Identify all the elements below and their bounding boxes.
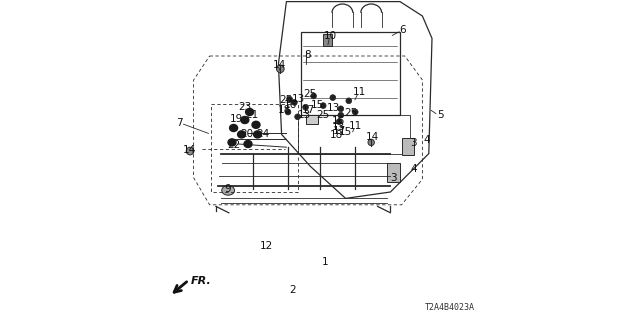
Text: 2: 2 — [289, 284, 296, 295]
Circle shape — [295, 114, 301, 120]
Text: 11: 11 — [353, 87, 365, 97]
Text: 25: 25 — [345, 108, 358, 118]
Text: T2A4B4023A: T2A4B4023A — [425, 303, 475, 312]
Text: 12: 12 — [260, 241, 273, 251]
Text: 4: 4 — [410, 164, 417, 174]
Circle shape — [321, 103, 326, 108]
Text: 3: 3 — [410, 138, 417, 148]
Ellipse shape — [244, 140, 252, 148]
Text: 17: 17 — [302, 105, 316, 115]
Circle shape — [311, 93, 317, 99]
Circle shape — [346, 98, 352, 104]
Circle shape — [338, 112, 344, 118]
Ellipse shape — [241, 116, 249, 124]
Text: 13: 13 — [292, 93, 305, 104]
Text: 17: 17 — [333, 125, 346, 136]
Text: 22: 22 — [228, 140, 241, 150]
Text: 15: 15 — [311, 100, 324, 110]
Circle shape — [337, 119, 342, 124]
Text: 7: 7 — [176, 117, 182, 128]
Circle shape — [292, 100, 297, 105]
Bar — [402, 138, 415, 155]
Circle shape — [330, 95, 336, 100]
Text: 14: 14 — [273, 60, 285, 70]
Ellipse shape — [253, 131, 262, 138]
Text: 19: 19 — [230, 114, 243, 124]
Text: 25: 25 — [303, 89, 316, 99]
Ellipse shape — [230, 124, 237, 132]
Text: 9: 9 — [225, 184, 232, 194]
Text: 25: 25 — [316, 109, 329, 120]
Text: 18: 18 — [278, 105, 291, 115]
Text: 3: 3 — [390, 172, 397, 183]
Text: 10: 10 — [324, 31, 337, 41]
Bar — [306, 115, 319, 124]
Text: 25: 25 — [279, 95, 292, 105]
Text: 14: 14 — [183, 145, 196, 155]
Text: 23: 23 — [238, 101, 252, 112]
Circle shape — [285, 109, 291, 115]
Text: 13: 13 — [298, 109, 310, 120]
Text: 18: 18 — [330, 130, 343, 140]
Circle shape — [287, 96, 292, 102]
Text: 24: 24 — [257, 129, 269, 139]
Text: FR.: FR. — [191, 276, 211, 286]
Text: 4: 4 — [423, 135, 430, 145]
Text: 14: 14 — [365, 132, 379, 142]
Circle shape — [303, 104, 308, 110]
Text: 6: 6 — [399, 25, 406, 35]
Text: 20: 20 — [241, 129, 253, 139]
Bar — [301, 32, 400, 115]
Text: 8: 8 — [305, 50, 311, 60]
Text: 21: 21 — [246, 109, 259, 120]
Text: 1: 1 — [321, 257, 328, 268]
Circle shape — [352, 109, 358, 115]
Text: 11: 11 — [349, 121, 362, 131]
Bar — [387, 163, 400, 182]
Text: 13: 13 — [332, 122, 345, 132]
Text: 16: 16 — [332, 116, 345, 126]
Circle shape — [186, 147, 194, 155]
Text: 16: 16 — [284, 100, 297, 110]
Ellipse shape — [228, 139, 236, 146]
Circle shape — [276, 65, 284, 73]
Circle shape — [368, 139, 374, 146]
Text: 15: 15 — [339, 127, 351, 137]
Ellipse shape — [252, 121, 260, 128]
Bar — [323, 34, 332, 46]
Circle shape — [338, 106, 344, 112]
Bar — [298, 115, 410, 154]
Ellipse shape — [222, 186, 235, 195]
Text: 5: 5 — [438, 109, 444, 120]
Ellipse shape — [246, 108, 253, 116]
Ellipse shape — [237, 131, 246, 138]
Text: 13: 13 — [327, 103, 340, 113]
